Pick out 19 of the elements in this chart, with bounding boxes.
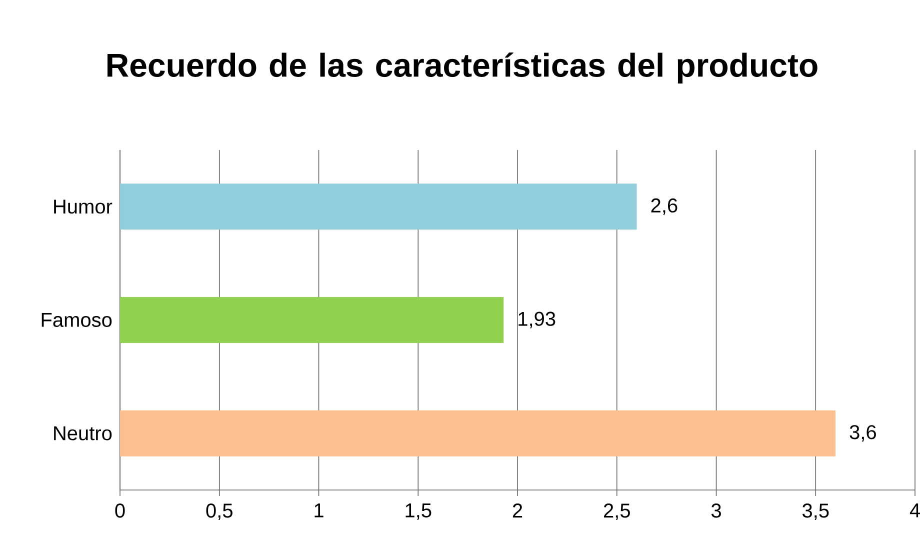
- x-tick-label: 1: [314, 504, 324, 518]
- y-tick-label: Famoso: [42, 313, 112, 327]
- chart-title: Recuerdo de las características del producto: [108, 52, 818, 84]
- x-tick-label: 4: [910, 504, 920, 518]
- data-label: 1,93: [518, 312, 556, 328]
- y-tick-label: Humor: [54, 200, 112, 214]
- data-label: 3,6: [850, 425, 876, 442]
- data-label: 2,6: [651, 198, 678, 215]
- bar: [120, 297, 504, 344]
- y-tick-label: Neutro: [54, 426, 112, 440]
- x-tick-label: 0,5: [206, 504, 232, 520]
- x-tick-label: 2,5: [604, 504, 630, 520]
- x-tick-label: 3: [711, 504, 721, 518]
- bar: [120, 410, 836, 456]
- x-tick-label: 0: [115, 504, 125, 518]
- x-tick-label: 3,5: [802, 504, 829, 520]
- x-tick-label: 2: [512, 504, 522, 518]
- x-tick-label: 1,5: [406, 504, 432, 520]
- bar: [120, 184, 637, 230]
